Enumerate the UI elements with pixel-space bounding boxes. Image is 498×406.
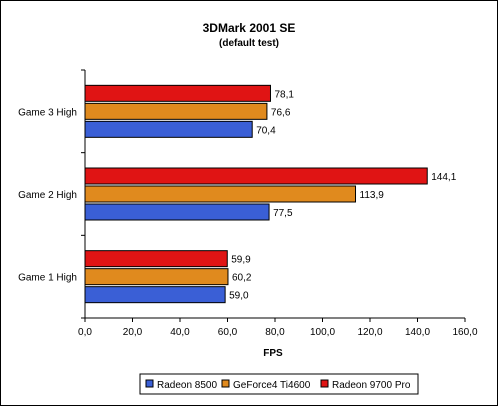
legend: Radeon 8500 GeForce4 Ti4600 Radeon 9700 Pr… — [139, 373, 419, 395]
bar — [84, 250, 228, 268]
data-label: 70,4 — [256, 125, 276, 136]
legend-swatch — [320, 379, 329, 388]
x-tick-label: 160,0 — [452, 327, 477, 338]
legend-box — [139, 373, 419, 395]
x-tick-label: 20,0 — [123, 327, 143, 338]
x-tick-label: 40,0 — [170, 327, 190, 338]
legend-label: GeForce4 Ti4600 — [233, 380, 311, 391]
plot-area: 0,0 20,0 40,0 60,0 80,0 100,0 120,0 140,0 160,0 G… — [18, 69, 478, 338]
x-tick-label: 80,0 — [265, 327, 285, 338]
data-label: 78,1 — [274, 89, 294, 100]
chart-subtitle: (default test) — [219, 38, 279, 49]
x-tick-label: 60,0 — [218, 327, 238, 338]
data-label: 59,9 — [231, 255, 251, 266]
bar — [84, 286, 226, 304]
bar — [84, 185, 357, 203]
data-label: 77,5 — [273, 208, 293, 219]
legend-label: Radeon 9700 Pro — [332, 380, 411, 391]
data-label: 113,9 — [360, 190, 385, 201]
legend-swatch — [145, 379, 154, 388]
bar — [84, 167, 428, 185]
data-label: 76,6 — [271, 107, 291, 118]
legend-swatch — [221, 379, 230, 388]
category-label: Game 1 High — [18, 273, 77, 284]
bar — [84, 84, 271, 102]
x-axis-label: FPS — [263, 348, 283, 359]
legend-label: Radeon 8500 — [157, 380, 217, 391]
bar — [84, 203, 270, 221]
category-label: Game 2 High — [18, 190, 77, 201]
x-tick-label: 0,0 — [78, 327, 92, 338]
category-label: Game 3 High — [18, 107, 77, 118]
x-tick-label: 120,0 — [357, 327, 382, 338]
bar — [84, 102, 268, 120]
x-tick-label: 140,0 — [405, 327, 430, 338]
bar — [84, 120, 253, 138]
data-label: 60,2 — [232, 273, 252, 284]
data-label: 144,1 — [431, 172, 456, 183]
bar — [84, 268, 229, 286]
chart-title: 3DMark 2001 SE — [203, 21, 296, 35]
data-label: 59,0 — [229, 291, 249, 302]
x-tick-label: 100,0 — [310, 327, 335, 338]
